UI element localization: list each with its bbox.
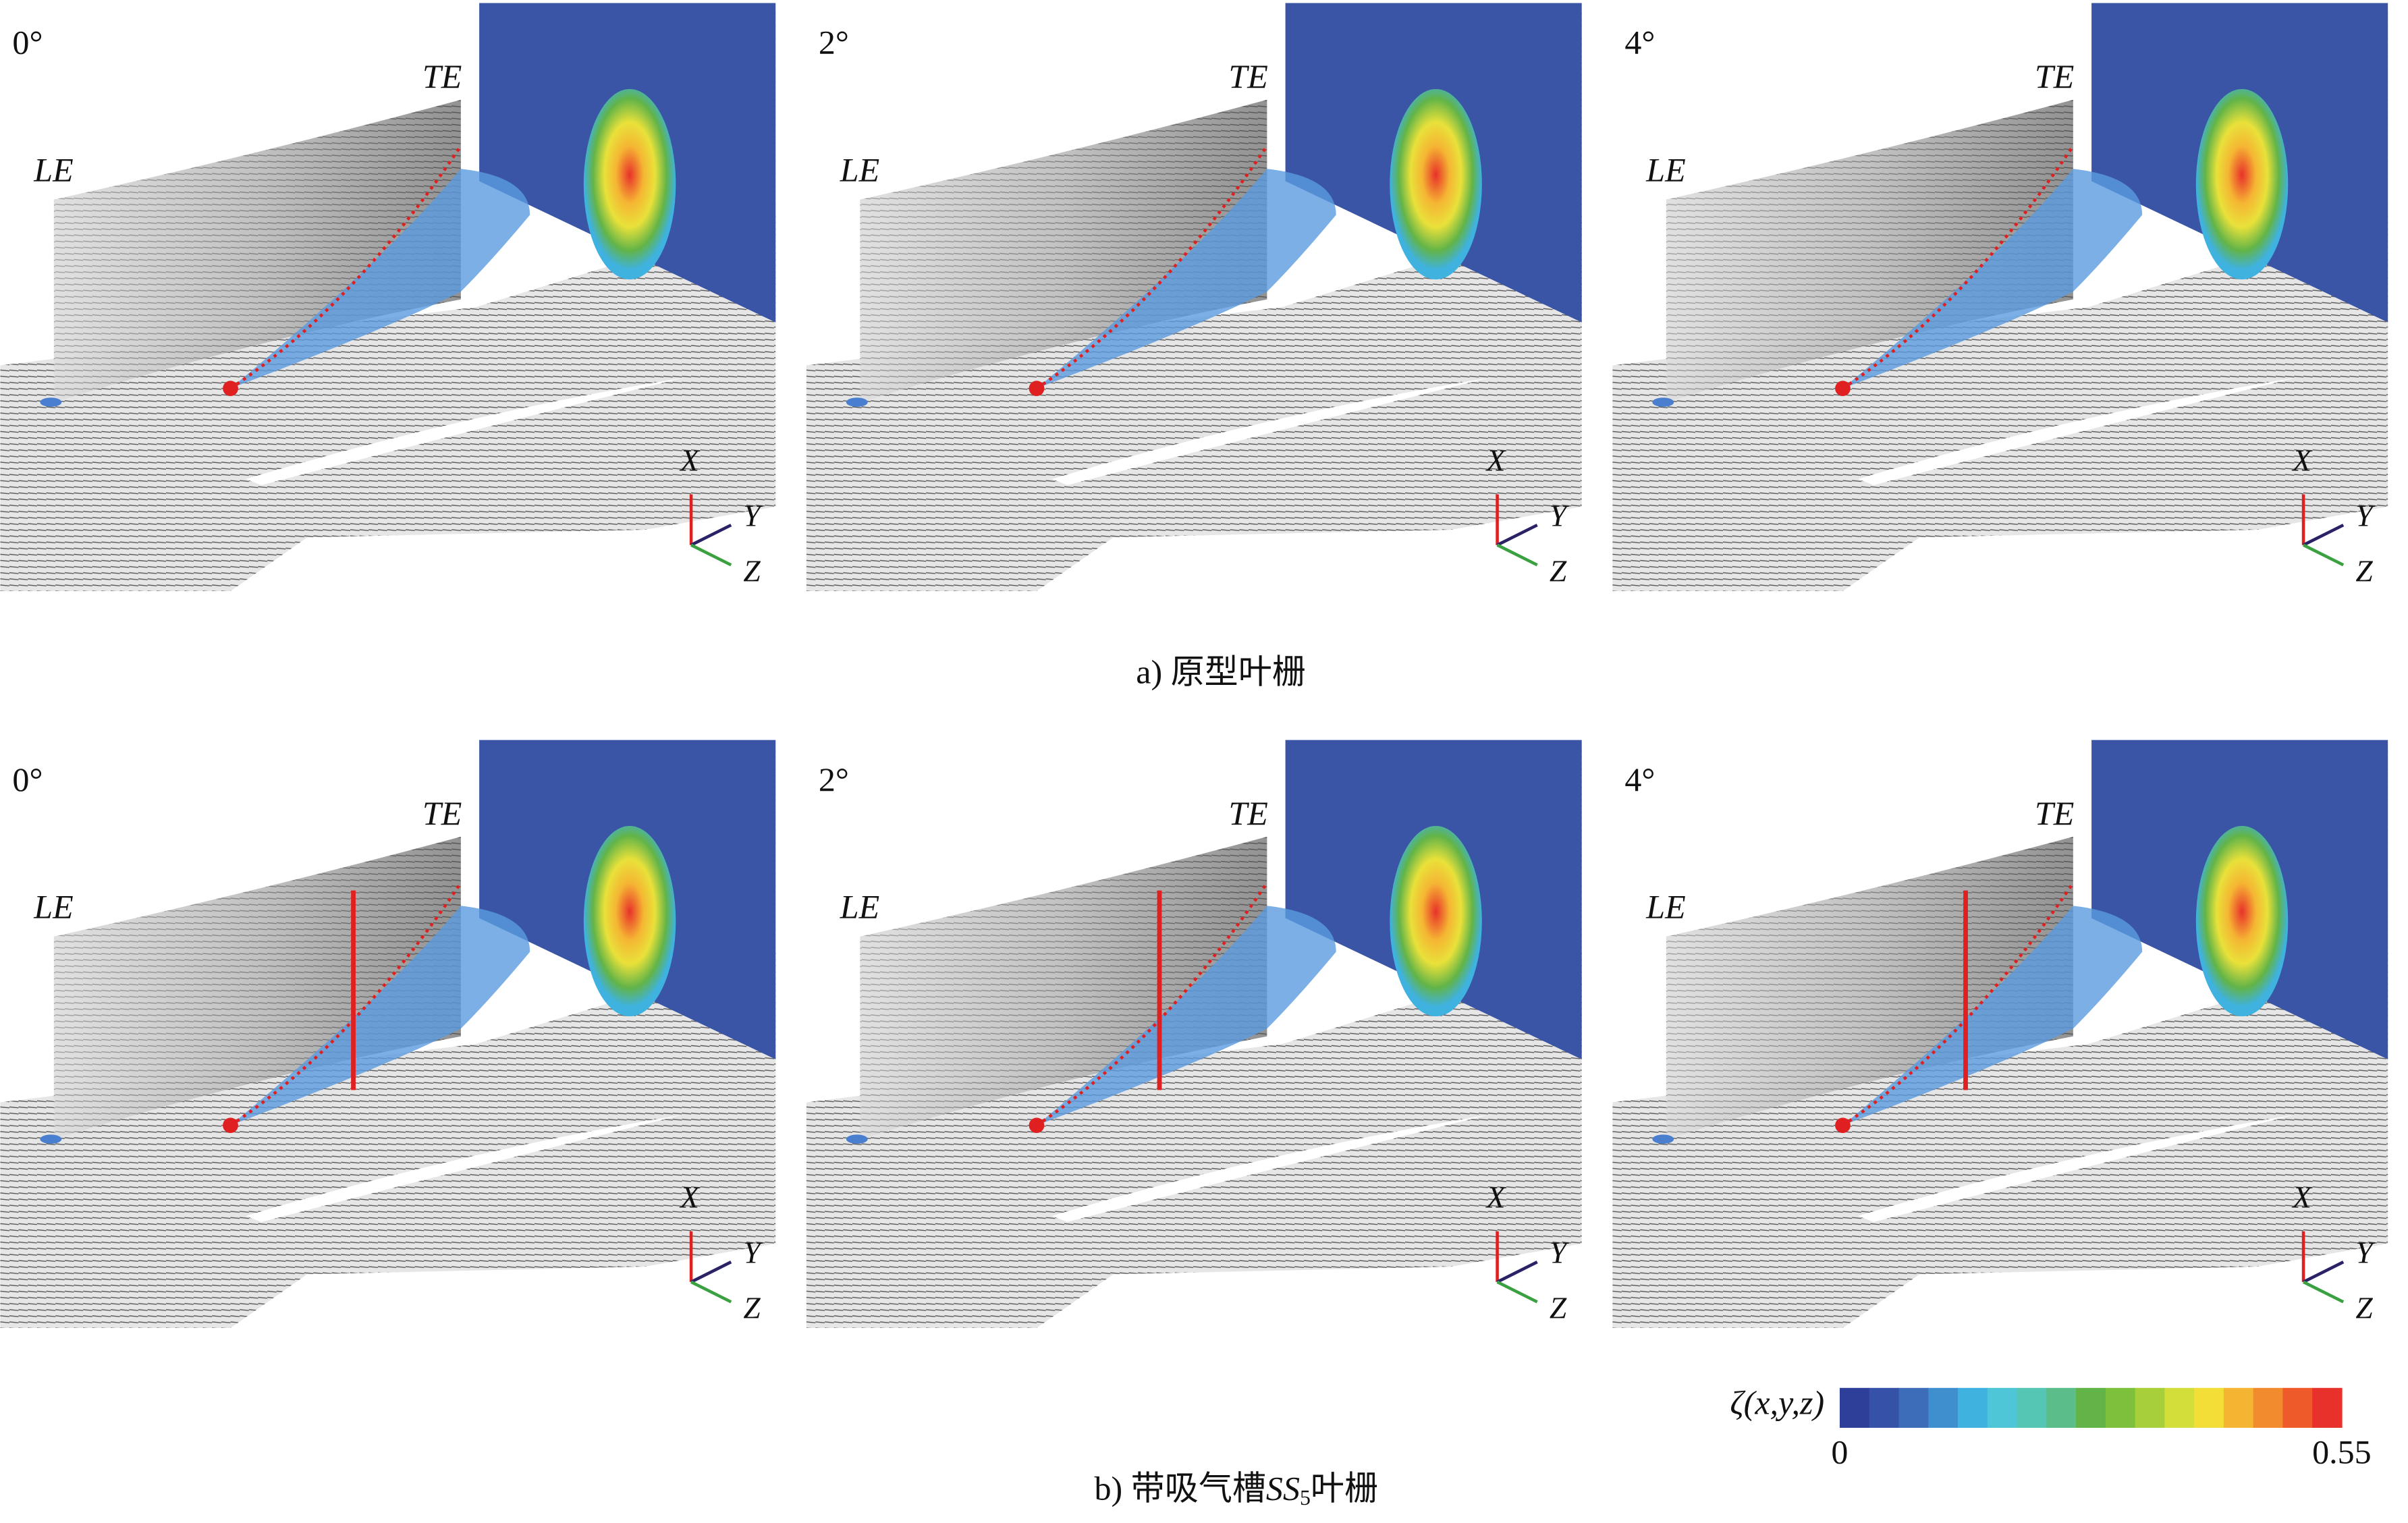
angle-label: 4° — [1624, 760, 1655, 798]
colorbar-label: ζ(x,y,z) — [1730, 1384, 1824, 1422]
axis-z-label: Z — [2355, 553, 2373, 588]
caption: a) 原型叶栅 — [1136, 653, 1306, 691]
colorbar-cell — [2194, 1387, 2224, 1428]
colorbar-tick-label: 0 — [1831, 1433, 1848, 1470]
caption-part: b) 带吸气槽 — [1095, 1470, 1266, 1507]
te-label: TE — [2035, 57, 2074, 95]
flow-rendering — [0, 740, 775, 1328]
axis-y-label: Y — [2355, 1236, 2376, 1270]
colorbar-cell — [2017, 1387, 2047, 1428]
axis-x-label: X — [679, 1180, 701, 1215]
colorbar-cell — [1869, 1387, 1900, 1428]
caption: b) 带吸气槽SS5叶栅 — [1095, 1470, 1378, 1510]
colorbar-cell — [2253, 1387, 2284, 1428]
axis-z-label: Z — [1550, 553, 1567, 588]
axis-y-label: Y — [743, 1236, 763, 1270]
axis-x-label: X — [1485, 1180, 1507, 1215]
colorbar-cell — [1957, 1387, 1988, 1428]
panel: 2° LE TE X YZ — [806, 3, 1582, 591]
colorbar-cell — [2223, 1387, 2254, 1428]
colorbar-tick-label: 0.55 — [2312, 1433, 2372, 1470]
panel: 0° LE TE X YZ — [0, 3, 775, 591]
flow-rendering — [806, 740, 1582, 1328]
axis-y-label: Y — [1550, 498, 1570, 532]
axis-y-label: Y — [2355, 498, 2376, 532]
panel: 4° LE TE X YZ — [1612, 3, 2388, 591]
colorbar-cell — [1839, 1387, 1870, 1428]
te-label: TE — [1228, 794, 1267, 832]
colorbar-cell — [2105, 1387, 2136, 1428]
colorbar-cell — [2046, 1387, 2077, 1428]
axis-z-label: Z — [2355, 1290, 2373, 1325]
angle-label: 0° — [12, 24, 43, 61]
colorbar-cell — [1928, 1387, 1959, 1428]
te-label: TE — [2035, 794, 2074, 832]
axis-x-label: X — [1485, 443, 1507, 478]
axis-z-label: Z — [1550, 1290, 1567, 1325]
axis-x-label: X — [2291, 443, 2313, 478]
caption-part: 5 — [1300, 1486, 1311, 1510]
angle-label: 0° — [12, 760, 43, 798]
le-label: LE — [840, 888, 879, 926]
colorbar-cell — [2164, 1387, 2195, 1428]
le-label: LE — [1645, 888, 1685, 926]
colorbar-cell — [2076, 1387, 2106, 1428]
panel: 4° LE TE X YZ — [1612, 740, 2388, 1328]
panel: 2° LE TE X YZ — [806, 740, 1582, 1328]
angle-label: 2° — [819, 24, 849, 61]
colorbar-cell — [1987, 1387, 2018, 1428]
angle-label: 4° — [1624, 24, 1655, 61]
colorbar-cell — [1898, 1387, 1929, 1428]
axis-y-label: Y — [743, 498, 763, 532]
le-label: LE — [33, 151, 73, 189]
caption-part: 叶栅 — [1311, 1470, 1378, 1507]
caption-part: SS — [1266, 1470, 1300, 1507]
le-label: LE — [33, 888, 73, 926]
flow-rendering — [806, 3, 1582, 591]
colorbar-cell — [2282, 1387, 2313, 1428]
axis-z-label: Z — [743, 553, 761, 588]
panel: 0° LE TE X YZ — [0, 740, 775, 1328]
flow-rendering — [1612, 740, 2388, 1328]
axis-x-label: X — [2291, 1180, 2313, 1215]
colorbar-cell — [2135, 1387, 2166, 1428]
axis-z-label: Z — [743, 1290, 761, 1325]
axis-y-label: Y — [1550, 1236, 1570, 1270]
flow-rendering — [1612, 3, 2388, 591]
le-label: LE — [840, 151, 879, 189]
te-label: TE — [422, 794, 462, 832]
axis-x-label: X — [679, 443, 701, 478]
colorbar-cell — [2312, 1387, 2343, 1428]
le-label: LE — [1645, 151, 1685, 189]
te-label: TE — [1228, 57, 1267, 95]
angle-label: 2° — [819, 760, 849, 798]
te-label: TE — [422, 57, 462, 95]
flow-rendering — [0, 3, 775, 591]
